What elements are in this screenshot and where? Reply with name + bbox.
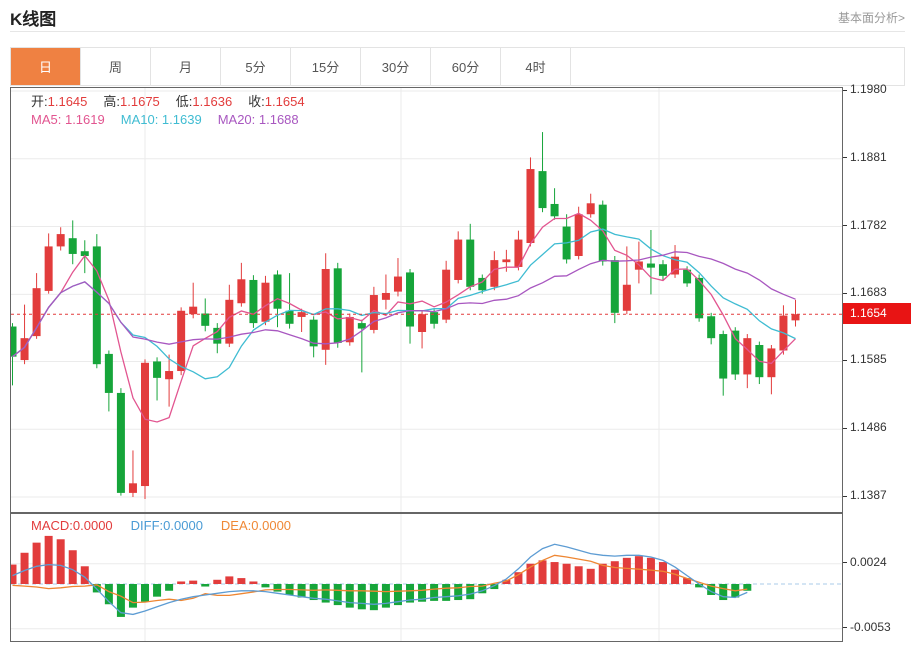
axis-tick	[843, 562, 847, 564]
macd-chart[interactable]	[11, 514, 842, 641]
axis-tick	[843, 427, 847, 429]
readout-item: MA5: 1.1619	[31, 112, 105, 127]
macd-panel[interactable]	[11, 514, 842, 641]
chart-area: 开:1.1645 高:1.1675 低:1.1636 收:1.1654 MA5: 1.…	[10, 87, 843, 642]
readout-item: 收:1.1654	[248, 94, 305, 109]
axis-label: 1.1585	[850, 352, 887, 367]
tab-5分[interactable]: 5分	[221, 48, 291, 85]
ma-readout: MA5: 1.1619 MA10: 1.1639 MA20: 1.1688	[31, 112, 315, 127]
axis-tick	[843, 225, 847, 227]
readout-item: DIFF:0.0000	[130, 518, 203, 533]
interval-tabbar: 日周月 5分 15分 30分 60分 4时	[10, 47, 905, 86]
axis-label: -0.0053	[850, 619, 891, 634]
tab-15分[interactable]: 15分	[291, 48, 361, 85]
readout-item: 高:1.1675	[103, 94, 160, 109]
current-price-tag: 1.1654	[843, 303, 911, 325]
tab-周[interactable]: 周	[81, 48, 151, 85]
axis-label: 0.0024	[850, 554, 887, 569]
macd-readout: MACD:0.0000 DIFF:0.0000 DEA:0.0000	[31, 518, 309, 533]
axis-label: 1.1387	[850, 488, 887, 502]
readout-item: 开:1.1645	[31, 94, 88, 109]
candlestick-panel[interactable]	[11, 88, 842, 512]
axis-label: 1.1782	[850, 217, 887, 232]
ohlc-readout: 开:1.1645 高:1.1675 低:1.1636 收:1.1654	[31, 91, 321, 110]
axis-tick	[843, 627, 847, 629]
readout-item: DEA:0.0000	[220, 518, 292, 533]
axis-label: 1.1683	[850, 285, 887, 300]
readout-item: MA10: 1.1639	[120, 112, 202, 127]
readout-item: MACD:0.0000	[31, 518, 113, 533]
axis-label: 1.1881	[850, 149, 887, 164]
axis-tick	[843, 495, 847, 497]
axis-tick	[843, 292, 847, 294]
panel-divider	[11, 512, 842, 514]
axis-label: 1.1980	[850, 82, 887, 96]
tab-60分[interactable]: 60分	[431, 48, 501, 85]
axis-tick	[843, 89, 847, 91]
axis-tick	[843, 359, 847, 361]
tab-4时[interactable]: 4时	[501, 48, 571, 85]
tab-30分[interactable]: 30分	[361, 48, 431, 85]
fundamental-analysis-link[interactable]: 基本面分析>	[837, 11, 905, 25]
axis-tick	[843, 157, 847, 159]
page-title: K线图	[10, 10, 57, 29]
readout-item: 低:1.1636	[175, 94, 233, 109]
readout-item: MA20: 1.1688	[217, 112, 299, 127]
tab-月[interactable]: 月	[151, 48, 221, 85]
price-axis: 1.1980 1.1881 1.1782 1.1683 1.1585 1.1486 1.13…	[843, 82, 912, 642]
axis-label: 1.1486	[850, 420, 887, 435]
candlestick-chart[interactable]	[11, 88, 842, 512]
tab-日[interactable]: 日	[11, 48, 81, 85]
header-divider	[10, 31, 905, 32]
